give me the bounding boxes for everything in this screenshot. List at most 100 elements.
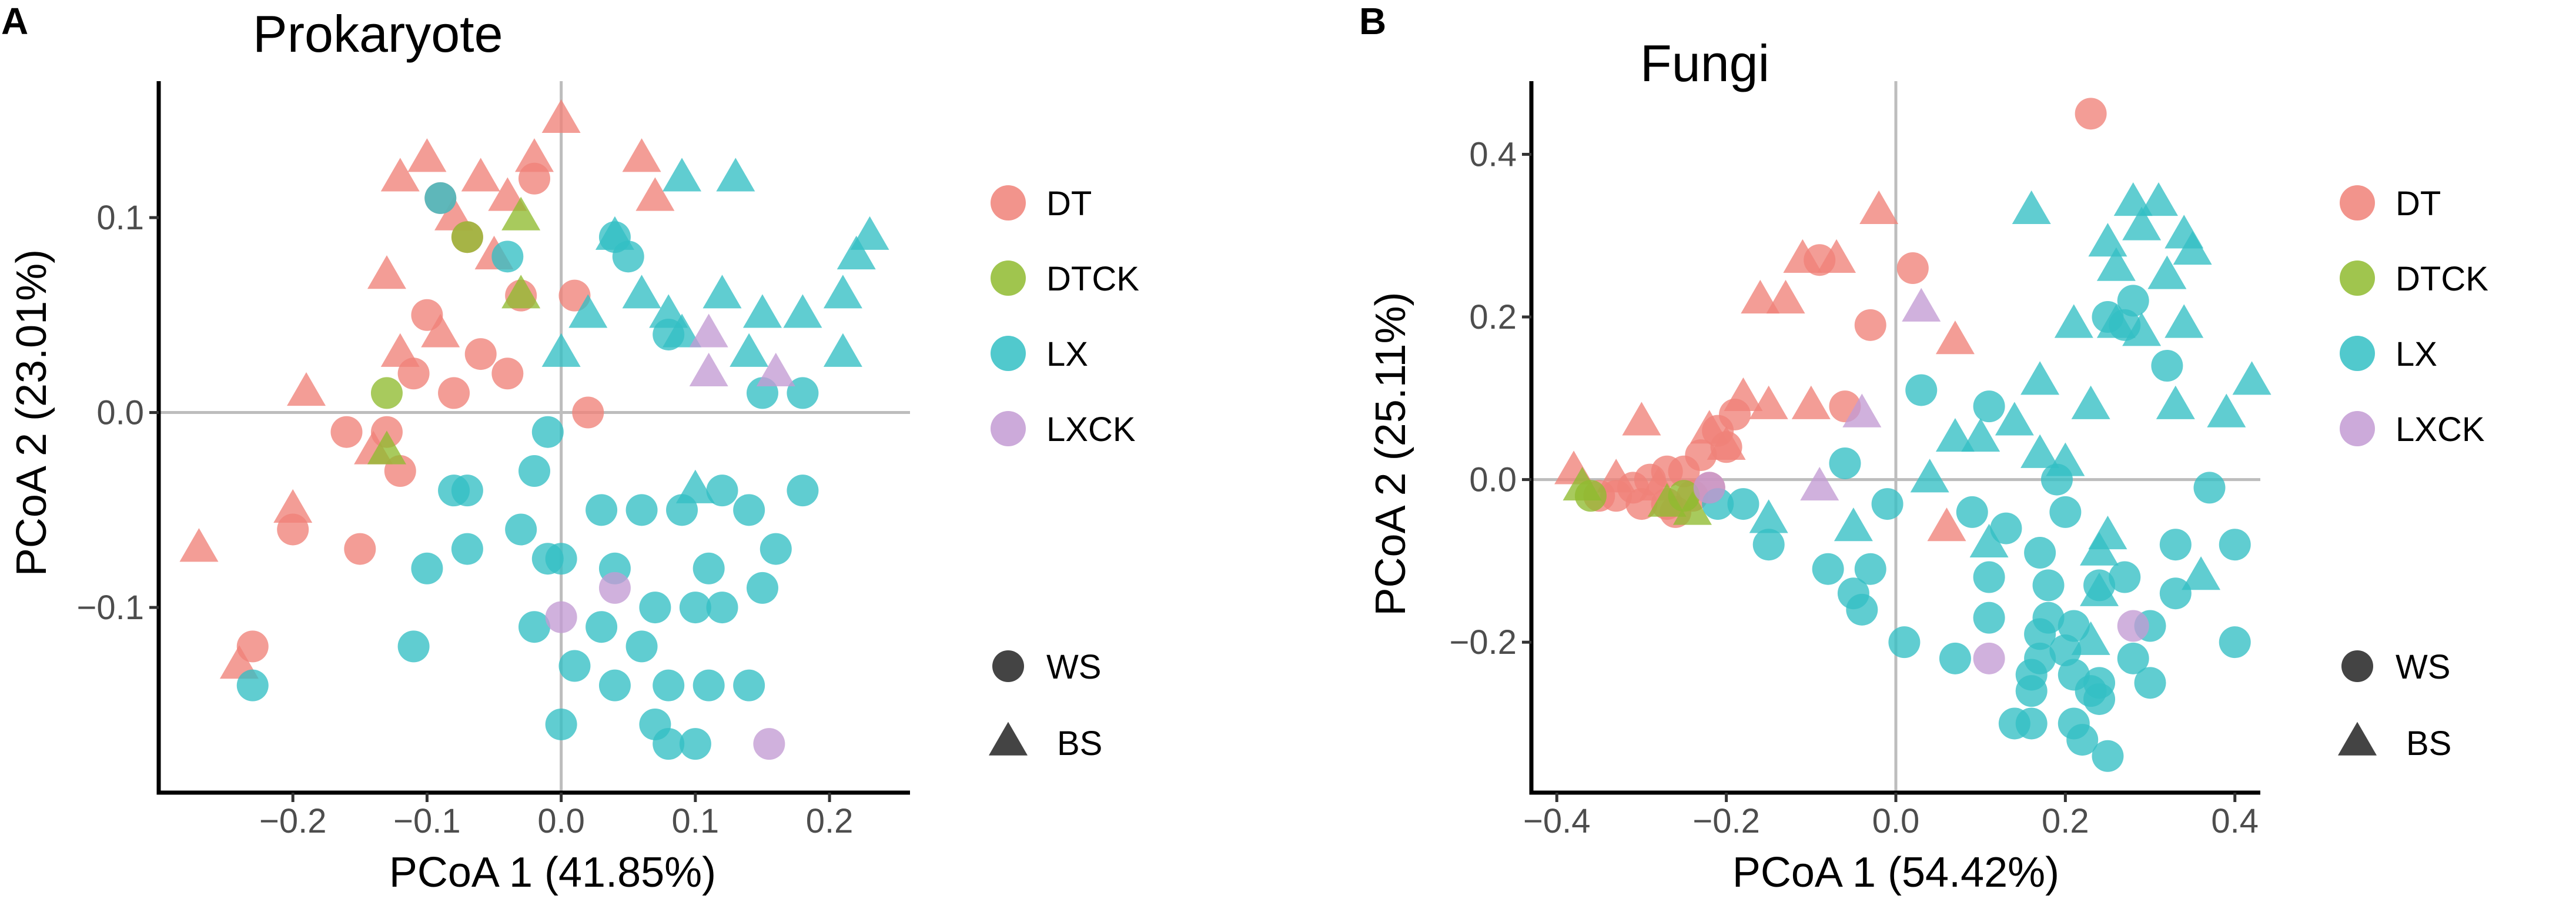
data-point-lxck-ws (2117, 610, 2149, 642)
data-point-lx-bs (783, 294, 822, 328)
data-point-lx-ws (1854, 553, 1886, 585)
data-point-lx-ws (2040, 463, 2073, 496)
data-point-lx-ws (1973, 561, 2005, 593)
x-tick-label: 0.1 (672, 802, 720, 840)
data-point-lx-bs (823, 333, 862, 367)
data-point-dt-bs (1791, 385, 1831, 419)
data-point-dt-bs (461, 158, 500, 192)
data-point-lx-ws (2066, 724, 2099, 756)
data-point-lx-ws (1973, 390, 2005, 423)
data-point-lx-ws (746, 572, 778, 604)
data-point-dt-ws (1854, 309, 1886, 341)
legend-shape-ws (2341, 650, 2373, 682)
x-axis-label: PCoA 1 (41.85%) (389, 849, 716, 896)
data-point-dt-bs (1766, 279, 1805, 314)
data-point-lx-ws (2049, 496, 2082, 528)
data-point-lx-bs (663, 313, 702, 348)
data-point-dt-ws (1625, 488, 1658, 520)
data-point-lx-ws (2219, 529, 2251, 561)
data-point-dt-bs (407, 138, 447, 172)
data-point-lxck-bs (689, 352, 728, 386)
data-point-lx-ws (2092, 740, 2124, 772)
data-point-lx-bs (2232, 361, 2271, 395)
data-point-lx-bs (2020, 361, 2060, 395)
data-point-lx-bs (2080, 532, 2119, 566)
data-point-lxck-ws (598, 572, 631, 604)
data-point-dtck-ws (451, 221, 483, 253)
x-tick-label: 0.2 (806, 802, 854, 840)
legend: DT DTCK LX LXCK WS BS (2338, 185, 2488, 763)
data-point-lx-ws (2049, 634, 2082, 666)
data-point-lx-bs (823, 275, 862, 309)
x-tick-label: −0.4 (1523, 802, 1591, 840)
data-point-lx-ws (2024, 618, 2056, 650)
legend-swatch-dtck (2340, 260, 2375, 296)
legend-label-bs: BS (2406, 724, 2451, 763)
data-point-lx-ws (2092, 301, 2124, 333)
data-point-lx-ws (397, 630, 430, 663)
data-point-dt-bs (421, 313, 460, 348)
data-point-lx-bs (649, 294, 688, 328)
data-point-lx-bs (2139, 182, 2178, 216)
data-point-lx-ws (639, 592, 671, 624)
data-point-lx-ws (491, 240, 524, 273)
chart-title: Fungi (1640, 34, 1769, 92)
data-point-dt-bs (635, 177, 675, 211)
data-point-lx-bs (2147, 255, 2187, 289)
data-point-lx-ws (1905, 374, 1938, 406)
data-point-lx-bs (2122, 206, 2162, 240)
data-point-lx-ws (2015, 707, 2048, 740)
data-point-dt-ws (397, 358, 430, 390)
x-tick-label: −0.2 (259, 802, 327, 840)
data-point-lx-ws (2193, 472, 2226, 504)
data-point-dt-ws (411, 299, 443, 331)
data-point-lx-ws (679, 592, 711, 624)
data-point-lx-bs (675, 469, 715, 503)
data-point-lxck-ws (753, 728, 785, 760)
data-point-lx-ws (545, 708, 577, 740)
data-point-lx-ws (2058, 610, 2090, 642)
data-point-dt-bs (622, 138, 661, 172)
legend-swatch-dt (2340, 185, 2375, 221)
data-point-lx-ws (518, 611, 550, 643)
data-point-lxck-bs (756, 352, 795, 386)
data-point-lx-ws (586, 611, 618, 643)
data-point-lx-ws (505, 513, 537, 546)
data-point-lx-ws (1812, 553, 1844, 585)
data-point-lx-bs (2173, 230, 2212, 265)
data-point-lx-bs (2207, 393, 2246, 427)
data-point-lx-ws (706, 592, 738, 624)
data-point-lx-bs (837, 235, 876, 270)
legend-swatch-lxck (2340, 411, 2375, 446)
legend-swatch-lx (2340, 336, 2375, 371)
x-tick-label: 0.2 (2042, 802, 2089, 840)
data-point-lx-ws (2083, 683, 2116, 715)
legend-shape-bs (989, 721, 1028, 756)
data-point-lx-ws (2117, 285, 2149, 317)
data-point-dt-bs (1859, 190, 1899, 224)
data-point-dt-ws (464, 338, 497, 370)
data-point-lx-ws (787, 475, 819, 507)
data-point-dtck-ws (370, 377, 403, 409)
legend-label-lxck: LXCK (1046, 410, 1136, 449)
legend-swatch-dt (991, 185, 1026, 221)
y-tick-label: 0.4 (1469, 135, 1517, 173)
data-point-lx-ws (679, 728, 711, 760)
panel-label: B (1359, 0, 1386, 42)
data-point-lxck-ws (545, 601, 577, 633)
legend-label-bs: BS (1057, 724, 1102, 763)
data-point-lx-ws (625, 494, 658, 526)
data-point-lx-ws (2159, 529, 2192, 561)
data-point-dt-ws (491, 358, 524, 390)
panel-label: A (1, 0, 28, 42)
data-point-lx-bs (2156, 385, 2195, 419)
data-point-lx-ws (531, 416, 564, 448)
data-point-lx-ws (2024, 537, 2056, 569)
legend-label-dtck: DTCK (2396, 260, 2488, 298)
data-point-lx-ws (236, 669, 269, 701)
data-point-lx-ws (1990, 512, 2022, 544)
data-point-lx-ws (2151, 350, 2183, 382)
data-point-lx-bs (1749, 499, 1788, 533)
y-tick-label: −0.1 (77, 589, 145, 627)
data-point-lx-ws (598, 669, 631, 701)
